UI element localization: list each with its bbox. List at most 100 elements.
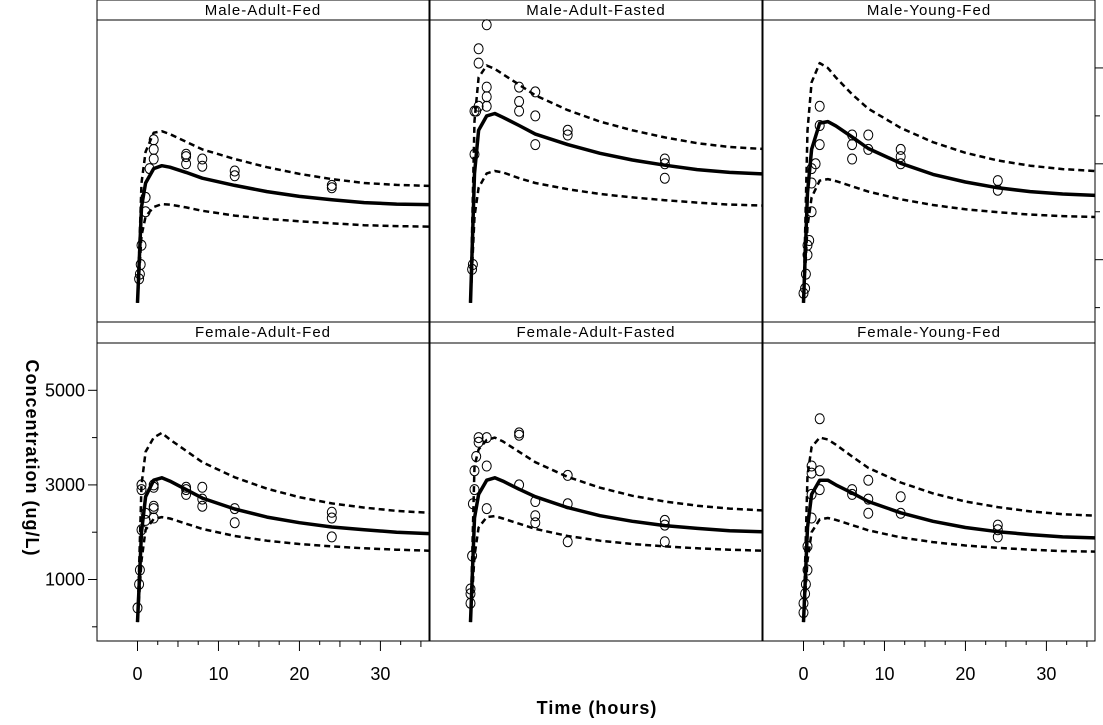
observation-point	[814, 484, 825, 496]
observation-point	[181, 151, 192, 163]
observation-point	[863, 143, 874, 155]
x-tick-label: 30	[370, 664, 390, 684]
median-prediction-line	[468, 111, 762, 303]
x-tick-label: 20	[289, 664, 309, 684]
observation-point	[134, 564, 145, 576]
observation-point	[814, 413, 825, 425]
observation-point	[530, 510, 541, 522]
observation-point	[469, 484, 480, 496]
observation-point	[863, 507, 874, 519]
observation-point	[814, 139, 825, 151]
observation-point	[197, 481, 208, 493]
observation-point	[197, 153, 208, 165]
observation-point	[144, 163, 155, 175]
observation-point	[467, 259, 478, 270]
panel-title: Male-Adult-Fed	[205, 2, 322, 19]
observation-point	[136, 484, 147, 496]
observation-point	[806, 488, 817, 500]
lower-prediction-line	[469, 169, 762, 303]
upper-prediction-line	[802, 436, 1095, 623]
observation-point	[895, 491, 906, 503]
observation-point	[847, 139, 858, 151]
observation-point	[802, 540, 813, 552]
observation-point	[148, 134, 159, 146]
observation-point	[562, 536, 573, 548]
upper-prediction-line	[469, 436, 762, 623]
observation-point	[814, 120, 825, 131]
observation-point	[895, 158, 906, 170]
observation-point	[806, 177, 817, 189]
observation-point	[467, 550, 478, 562]
observation-point	[197, 493, 208, 505]
median-prediction-line	[135, 163, 429, 303]
panel-title: Female-Adult-Fasted	[516, 324, 675, 341]
observation-point	[530, 139, 541, 151]
observation-point	[469, 465, 480, 477]
observation-point	[229, 170, 240, 182]
observation-point	[326, 506, 337, 518]
observation-point	[136, 239, 147, 251]
observation-point	[895, 151, 906, 163]
median-prediction-line	[801, 478, 1095, 623]
observation-point	[197, 500, 208, 512]
observation-point	[481, 503, 492, 515]
x-tick-label: 10	[874, 664, 894, 684]
observation-point	[514, 429, 525, 441]
panel-frame	[429, 342, 763, 642]
observation-point	[473, 432, 484, 444]
observation-point	[136, 524, 147, 536]
panel-frame	[96, 19, 430, 323]
lower-prediction-line	[802, 516, 1095, 623]
observation-point	[465, 588, 476, 600]
observation-point	[659, 536, 670, 548]
x-axis-title: Time (hours)	[537, 698, 658, 718]
observation-point	[473, 100, 484, 112]
y-tick-label: 3000	[45, 475, 85, 495]
median-prediction-line	[135, 476, 429, 623]
observation-point	[326, 182, 337, 194]
panel-frame	[96, 342, 430, 642]
observation-point	[530, 110, 541, 122]
observation-point	[992, 519, 1003, 531]
observation-point	[992, 175, 1003, 187]
observation-point	[132, 602, 143, 614]
observation-point	[467, 498, 478, 510]
upper-prediction-line	[802, 61, 1095, 303]
observation-point	[847, 129, 858, 141]
observation-point	[800, 282, 811, 294]
x-tick-label: 20	[955, 664, 975, 684]
lower-prediction-line	[802, 177, 1095, 303]
observation-point	[469, 148, 480, 160]
observation-point	[659, 158, 670, 170]
observation-point	[514, 479, 525, 491]
observation-point	[229, 503, 240, 515]
observation-point	[326, 179, 337, 191]
observation-point	[562, 124, 573, 136]
median-prediction-line	[801, 119, 1095, 303]
observation-point	[134, 578, 145, 590]
observation-point	[473, 43, 484, 55]
observation-point	[136, 479, 147, 491]
observation-point	[514, 427, 525, 439]
x-tick-label: 30	[1036, 664, 1056, 684]
observation-point	[514, 96, 525, 107]
y-tick-label: 1000	[45, 570, 85, 590]
panel-female-adult-fed: Female-Adult-Fed 0 10 20 30 1000 3000 5000	[45, 321, 430, 684]
panel-title: Male-Young-Fed	[867, 2, 991, 19]
observation-point	[148, 479, 159, 491]
observation-point	[992, 531, 1003, 543]
observation-point	[800, 268, 811, 280]
y-axis-title: Concentration (ug/L)	[22, 360, 42, 557]
panel-frame	[762, 342, 1096, 642]
observation-point	[847, 488, 858, 500]
observation-point	[229, 517, 240, 529]
observation-point	[659, 172, 670, 184]
panel-female-adult-fasted: Female-Adult-Fasted	[429, 321, 763, 642]
observation-point	[148, 512, 159, 524]
observation-point	[135, 259, 146, 270]
observation-point	[530, 517, 541, 529]
observation-point	[863, 493, 874, 505]
upper-prediction-line	[136, 431, 429, 623]
observation-point	[814, 100, 825, 112]
